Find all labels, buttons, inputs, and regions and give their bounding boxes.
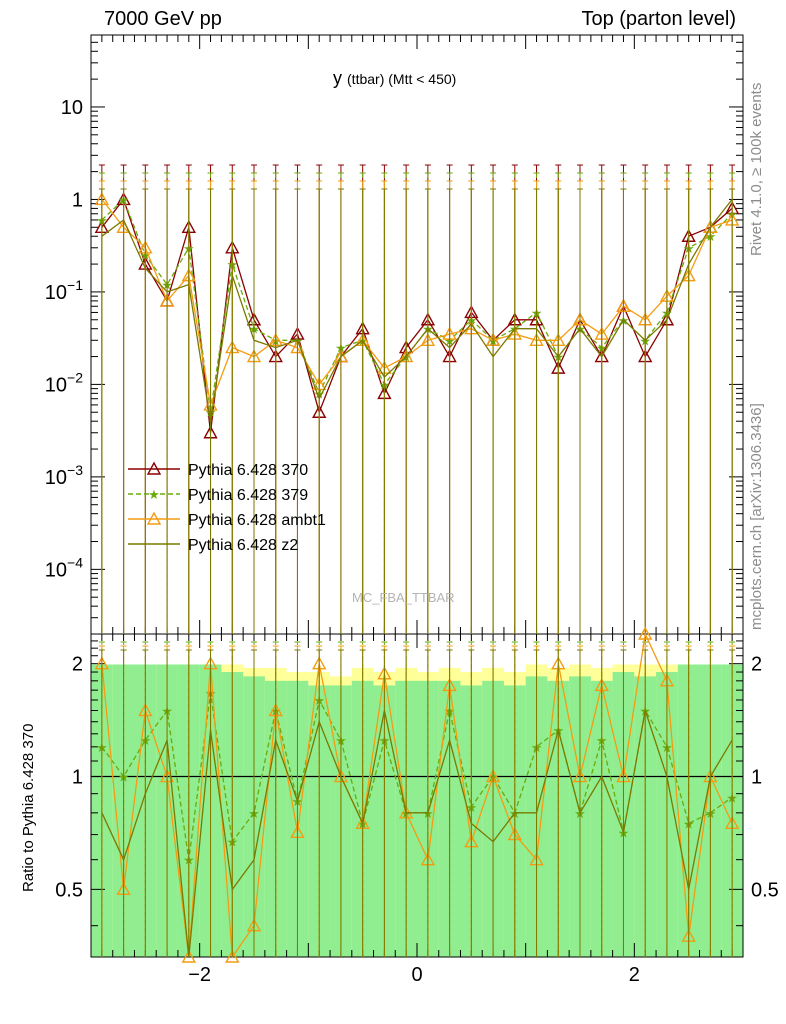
analysis-watermark: MC_FBA_TTBAR bbox=[352, 590, 455, 605]
rivet-version-label: Rivet 4.1.0, ≥ 100k events bbox=[748, 82, 765, 256]
ratio-series-2-line bbox=[101, 710, 733, 958]
header-right: Top (parton level) bbox=[581, 8, 736, 30]
ratio-series-1-marker bbox=[225, 949, 240, 963]
ratio-series-1-marker bbox=[638, 626, 653, 640]
x-tick-label: 0 bbox=[411, 964, 422, 986]
main-y-tick-label: 10−4 bbox=[45, 554, 83, 581]
x-tick-label: −2 bbox=[188, 964, 211, 986]
main-y-tick-label: 10−3 bbox=[45, 462, 83, 489]
legend-label: Pythia 6.428 370 bbox=[188, 462, 308, 479]
ratio-y-tick-label-left: 1 bbox=[72, 767, 83, 789]
main-y-tick-label: 1 bbox=[72, 189, 83, 211]
ratio-y-tick-label-right: 1 bbox=[751, 767, 762, 789]
main-y-tick-label: 10−2 bbox=[45, 369, 83, 396]
plot-title-main: y bbox=[333, 68, 342, 88]
legend-label: Pythia 6.428 z2 bbox=[188, 537, 298, 554]
main-series-1-line bbox=[101, 198, 733, 413]
main-series-3-line bbox=[101, 199, 733, 422]
legend-label: Pythia 6.428 379 bbox=[188, 487, 308, 504]
ratio-y-tick-label-left: 0.5 bbox=[55, 879, 83, 901]
ratio-ylabel: Ratio to Pythia 6.428 370 bbox=[20, 723, 37, 892]
mcplots-label: mcplots.cern.ch [arXiv:1306.3436] bbox=[748, 403, 765, 630]
header-left: 7000 GeV pp bbox=[104, 8, 222, 30]
ratio-y-tick-label-left: 2 bbox=[72, 654, 83, 676]
ratio-y-tick-label-right: 0.5 bbox=[751, 879, 779, 901]
main-series-0-line bbox=[101, 198, 733, 433]
legend-marker bbox=[146, 461, 162, 475]
x-tick-label: 2 bbox=[629, 964, 640, 986]
legend-marker: ★ bbox=[148, 487, 160, 502]
plot-title-sub: (ttbar) (Mtt < 450) bbox=[347, 71, 457, 87]
plot-title: y (ttbar) (Mtt < 450) bbox=[333, 68, 456, 89]
main-y-tick-label: 10 bbox=[61, 97, 83, 119]
main-y-tick-label: 10−1 bbox=[45, 277, 83, 304]
legend-marker bbox=[146, 511, 162, 525]
ratio-series-1-line bbox=[101, 631, 733, 959]
legend-label: Pythia 6.428 ambt1 bbox=[188, 512, 326, 529]
ratio-series-1-marker bbox=[181, 949, 196, 963]
ratio-y-tick-label-right: 2 bbox=[751, 654, 762, 676]
main-series-2-line bbox=[101, 199, 733, 408]
